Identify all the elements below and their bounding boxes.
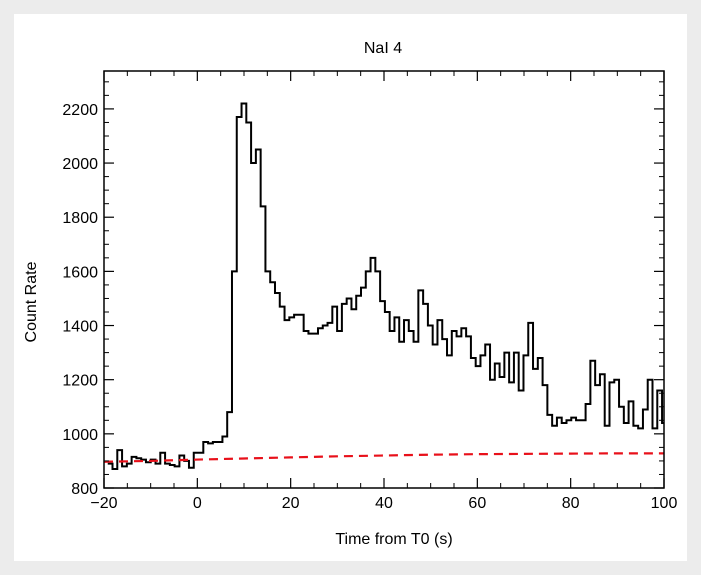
y-tick-label: 1800: [62, 210, 98, 227]
chart-title: NaI 4: [364, 40, 402, 57]
y-tick-label: 800: [71, 481, 98, 498]
plot-area: −20 0 20 40 60 80 100 800 1000 1200 1400 1600 1800 20…: [62, 70, 678, 512]
x-tick-label: 0: [193, 495, 202, 512]
plot-card: NaI 4 Count Rate Time from T0 (s) −20 0 20…: [14, 14, 687, 561]
x-axis-label: Time from T0 (s): [335, 531, 452, 548]
x-tick-label: −20: [90, 495, 117, 512]
y-tick-label: 1200: [62, 373, 98, 390]
x-tick-label: 20: [282, 495, 300, 512]
y-tick-label: 1600: [62, 264, 98, 281]
x-tick-label: 60: [468, 495, 486, 512]
plot-frame: [103, 70, 665, 489]
y-tick-label: 1000: [62, 427, 98, 444]
x-tick-label: 40: [375, 495, 393, 512]
x-tick-label: 80: [562, 495, 580, 512]
y-tick-label: 1400: [62, 319, 98, 336]
x-tick-label: 100: [651, 495, 678, 512]
background-fit-dashed-line: [104, 452, 664, 463]
lightcurve-step-line: [107, 102, 664, 471]
y-axis-label: Count Rate: [23, 261, 40, 342]
y-tick-label: 2200: [62, 102, 98, 119]
count-rate-chart: NaI 4 Count Rate Time from T0 (s) −20 0 20…: [23, 40, 678, 548]
y-tick-label: 2000: [62, 156, 98, 173]
